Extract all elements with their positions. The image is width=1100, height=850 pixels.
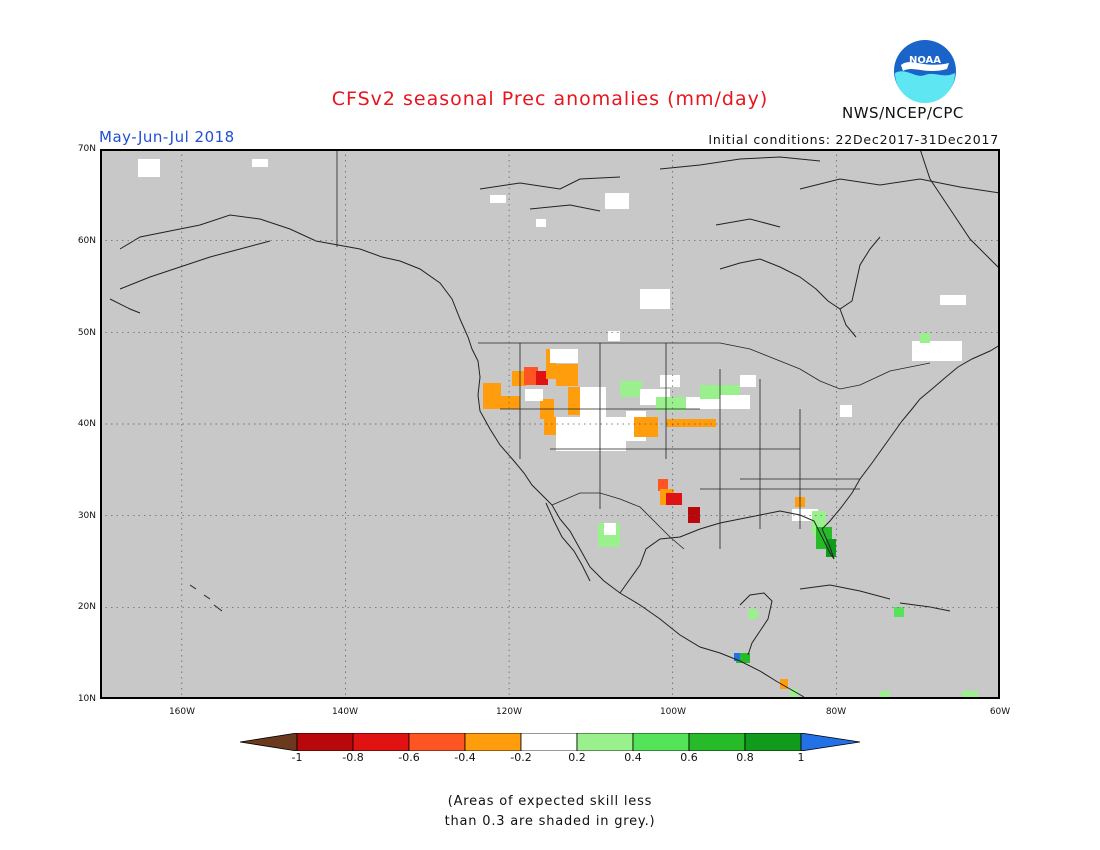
coastlines: [109, 149, 1000, 698]
agency-label: NWS/NCEP/CPC: [842, 104, 964, 122]
colorbar-label: 1: [797, 751, 805, 764]
colorbar-label: -0.8: [342, 751, 364, 764]
season-label: May-Jun-Jul 2018: [99, 128, 235, 146]
skill-footnote: (Areas of expected skill less than 0.3 a…: [0, 792, 1100, 832]
lat-label-60n: 60N: [77, 236, 96, 246]
skill-footnote-line-2: than 0.3 are shaded in grey.): [444, 814, 656, 829]
colorbar-label: 0.4: [624, 751, 642, 764]
lat-label-40n: 40N: [77, 419, 96, 429]
colorbar-label: -0.4: [454, 751, 476, 764]
graticule: [100, 149, 1000, 699]
borders: [336, 149, 931, 550]
colorbar: [240, 733, 860, 751]
lon-label-80w: 80W: [825, 707, 847, 717]
lat-label-20n: 20N: [77, 602, 96, 612]
colorbar-label: -1: [291, 751, 303, 764]
colorbar-label: 0.2: [568, 751, 586, 764]
lat-label-50n: 50N: [77, 328, 96, 338]
lon-label-120w: 120W: [495, 707, 523, 717]
lat-label-10n: 10N: [77, 694, 96, 704]
lat-label-30n: 30N: [77, 511, 96, 521]
colorbar-label: 0.8: [736, 751, 754, 764]
colorbar-low-arrow: [240, 733, 298, 751]
initial-conditions-label: Initial conditions: 22Dec2017-31Dec2017: [708, 132, 999, 147]
anomaly-map: [100, 149, 1000, 699]
lon-label-160w: 160W: [168, 707, 196, 717]
colorbar-high-arrow: [800, 733, 860, 751]
noaa-logo-text: NOAA: [909, 55, 941, 66]
lon-label-140w: 140W: [331, 707, 359, 717]
colorbar-label: -0.2: [510, 751, 532, 764]
lat-label-70n: 70N: [77, 144, 96, 154]
noaa-logo: NOAA: [894, 40, 956, 103]
anomaly-cells: [138, 159, 978, 699]
lon-label-60w: 60W: [989, 707, 1011, 717]
lon-label-100w: 100W: [659, 707, 687, 717]
skill-footnote-line-1: (Areas of expected skill less: [447, 794, 653, 809]
colorbar-label: 0.6: [680, 751, 698, 764]
map-title: CFSv2 seasonal Prec anomalies (mm/day): [331, 88, 769, 110]
colorbar-label: -0.6: [398, 751, 420, 764]
map-frame: [100, 149, 1000, 699]
